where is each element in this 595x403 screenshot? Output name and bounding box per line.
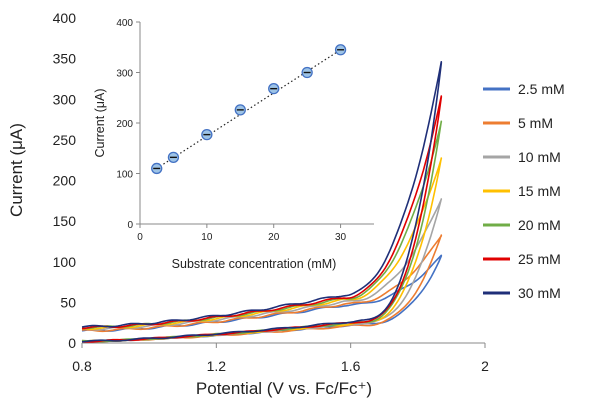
cv-curve bbox=[81, 95, 443, 343]
legend-item: 30 mM bbox=[483, 285, 561, 301]
inset-points bbox=[151, 44, 347, 175]
main-y-tick-label: 100 bbox=[53, 254, 77, 270]
inset-y-tick-label: 100 bbox=[116, 170, 133, 181]
legend-item: 10 mM bbox=[483, 149, 561, 165]
main-y-tick-label: 300 bbox=[53, 91, 77, 107]
inset-data-point bbox=[234, 104, 246, 116]
inset-x-axis-title: Substrate concentration (mM) bbox=[172, 257, 337, 271]
main-x-tick-label: 2 bbox=[481, 358, 489, 374]
inset-y-tick-label: 0 bbox=[127, 220, 133, 231]
main-y-tick-label: 50 bbox=[60, 294, 76, 310]
cv-curve bbox=[81, 61, 443, 343]
inset-data-point bbox=[268, 83, 280, 95]
inset-x-ticks: 0 10 20 30 bbox=[137, 224, 347, 243]
inset-data-point bbox=[151, 162, 163, 175]
legend-label: 20 mM bbox=[518, 217, 561, 233]
main-y-tick-label: 400 bbox=[53, 10, 77, 26]
legend-label: 10 mM bbox=[518, 149, 561, 165]
cv-curves bbox=[81, 61, 443, 343]
main-y-tick-label: 150 bbox=[53, 213, 77, 229]
legend-label: 30 mM bbox=[518, 285, 561, 301]
legend-item: 15 mM bbox=[483, 183, 561, 199]
main-x-ticks: 0.8 1.2 1.6 2 bbox=[72, 343, 489, 374]
inset-y-tick-label: 300 bbox=[116, 69, 133, 80]
inset-chart: 0 100 200 300 400 0 10 20 30 Substrate concentr… bbox=[93, 18, 374, 271]
main-y-tick-label: 350 bbox=[53, 51, 77, 67]
main-y-tick-label: 250 bbox=[53, 132, 77, 148]
inset-trendline bbox=[156, 49, 341, 169]
inset-x-tick-label: 30 bbox=[335, 232, 347, 243]
inset-y-tick-label: 400 bbox=[116, 18, 133, 29]
inset-data-point bbox=[167, 151, 180, 163]
legend-item: 20 mM bbox=[483, 217, 561, 233]
legend-item: 5 mM bbox=[483, 115, 553, 131]
inset-data-point bbox=[201, 128, 213, 141]
main-y-axis-title: Current (μA) bbox=[7, 123, 26, 217]
inset-x-tick-label: 10 bbox=[201, 232, 213, 243]
legend-label: 25 mM bbox=[518, 251, 561, 267]
main-y-ticks: 0 50 100 150 200 250 300 350 400 bbox=[53, 10, 77, 351]
legend-item: 25 mM bbox=[483, 251, 561, 267]
legend-label: 15 mM bbox=[518, 183, 561, 199]
inset-x-tick-label: 0 bbox=[137, 232, 143, 243]
main-x-axis-title: Potential (V vs. Fc/Fc⁺) bbox=[196, 379, 372, 398]
main-x-tick-label: 1.2 bbox=[207, 358, 227, 374]
main-y-tick-label: 200 bbox=[53, 173, 77, 189]
inset-y-tick-label: 200 bbox=[116, 119, 133, 130]
legend: 2.5 mM 5 mM 10 mM 15 mM 20 mM 25 mM 30 mM bbox=[483, 81, 565, 301]
legend-item: 2.5 mM bbox=[483, 81, 565, 97]
inset-data-point bbox=[334, 44, 347, 56]
main-x-tick-label: 0.8 bbox=[72, 358, 92, 374]
inset-x-tick-label: 20 bbox=[268, 232, 280, 243]
inset-y-axis-title: Current (μA) bbox=[93, 88, 107, 157]
inset-y-ticks: 0 100 200 300 400 bbox=[116, 18, 140, 231]
legend-label: 5 mM bbox=[518, 115, 553, 131]
main-x-tick-label: 1.6 bbox=[341, 358, 361, 374]
inset-data-point bbox=[301, 66, 313, 79]
main-y-tick-label: 0 bbox=[68, 335, 76, 351]
legend-label: 2.5 mM bbox=[518, 81, 565, 97]
